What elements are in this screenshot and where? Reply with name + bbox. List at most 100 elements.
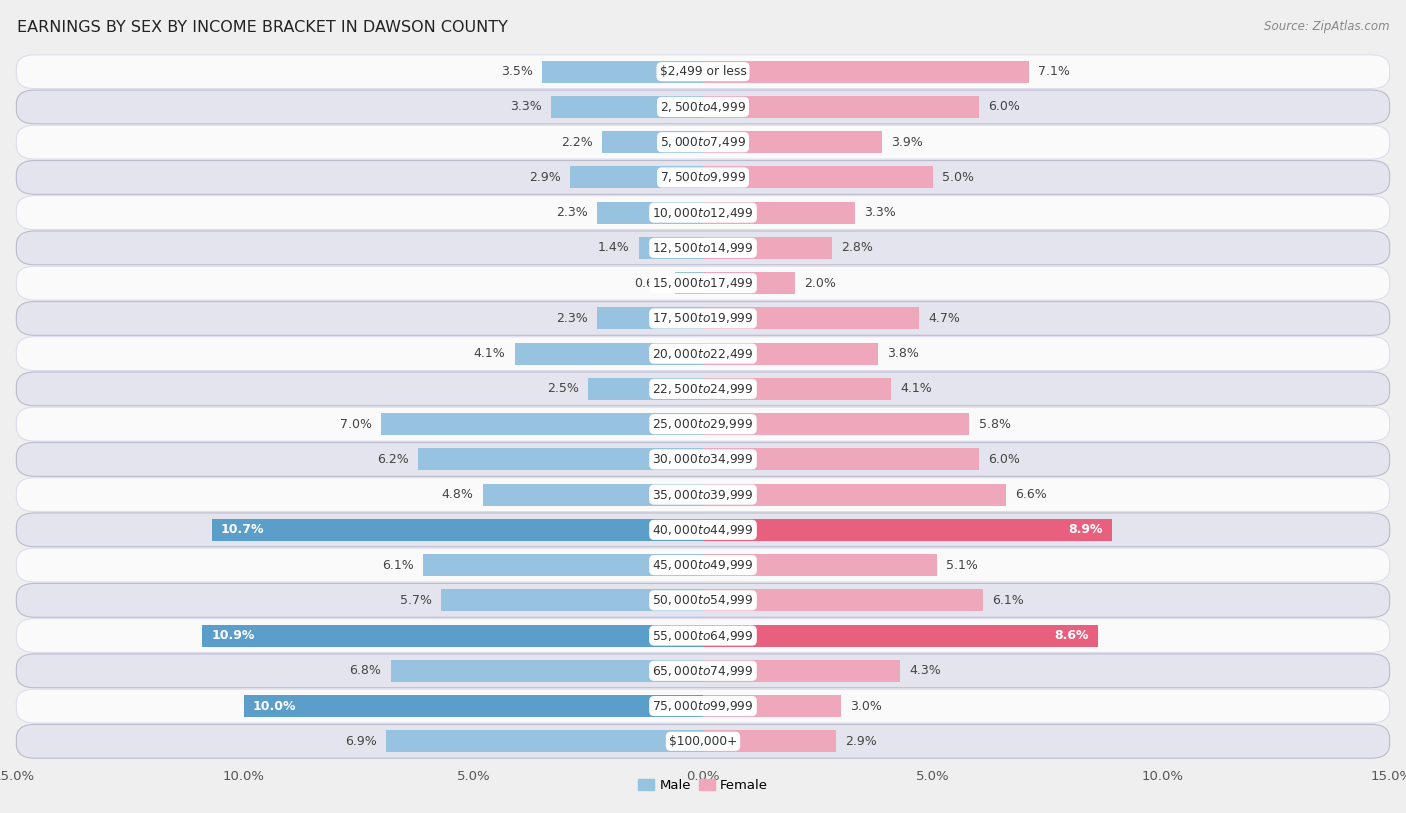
Text: $45,000 to $49,999: $45,000 to $49,999 [652,558,754,572]
Text: 0.6%: 0.6% [634,276,666,289]
Bar [703,167,932,189]
Bar [703,730,837,752]
Bar [598,307,703,329]
Bar [703,272,794,294]
Bar [543,61,703,83]
Bar [423,554,703,576]
FancyBboxPatch shape [17,407,1389,441]
Text: 7.1%: 7.1% [1038,65,1070,78]
Text: 2.9%: 2.9% [845,735,877,748]
Text: $12,500 to $14,999: $12,500 to $14,999 [652,241,754,255]
FancyBboxPatch shape [17,619,1389,653]
Text: 4.1%: 4.1% [474,347,506,360]
Bar [703,202,855,224]
Bar [703,484,1007,506]
Text: 3.9%: 3.9% [891,136,924,149]
FancyBboxPatch shape [17,337,1389,371]
Bar [703,589,983,611]
Text: 3.3%: 3.3% [863,207,896,220]
FancyBboxPatch shape [17,654,1389,688]
Bar [703,554,938,576]
Text: $22,500 to $24,999: $22,500 to $24,999 [652,382,754,396]
Text: $10,000 to $12,499: $10,000 to $12,499 [652,206,754,220]
Bar [703,237,831,259]
Text: 3.8%: 3.8% [887,347,918,360]
Bar [703,307,920,329]
Bar [703,131,882,153]
Text: 6.1%: 6.1% [993,593,1024,606]
FancyBboxPatch shape [17,689,1389,723]
Bar [515,343,703,364]
FancyBboxPatch shape [17,302,1389,335]
Text: $20,000 to $22,499: $20,000 to $22,499 [652,346,754,361]
Bar [703,343,877,364]
Text: $55,000 to $64,999: $55,000 to $64,999 [652,628,754,642]
Bar [703,413,969,435]
Bar [638,237,703,259]
Text: 3.5%: 3.5% [501,65,533,78]
Text: $50,000 to $54,999: $50,000 to $54,999 [652,593,754,607]
Bar [211,519,703,541]
Bar [381,413,703,435]
Bar [569,167,703,189]
FancyBboxPatch shape [17,90,1389,124]
Bar [703,96,979,118]
Text: 6.9%: 6.9% [344,735,377,748]
Bar [703,378,891,400]
Text: $5,000 to $7,499: $5,000 to $7,499 [659,135,747,149]
Text: 5.8%: 5.8% [979,418,1011,431]
Text: 4.7%: 4.7% [928,312,960,325]
Text: $15,000 to $17,499: $15,000 to $17,499 [652,276,754,290]
Bar [482,484,703,506]
FancyBboxPatch shape [17,584,1389,617]
Text: 7.0%: 7.0% [340,418,373,431]
Text: Source: ZipAtlas.com: Source: ZipAtlas.com [1264,20,1389,33]
Text: $65,000 to $74,999: $65,000 to $74,999 [652,664,754,678]
Text: 10.9%: 10.9% [211,629,254,642]
Bar [418,449,703,470]
Text: $25,000 to $29,999: $25,000 to $29,999 [652,417,754,431]
FancyBboxPatch shape [17,266,1389,300]
Text: 2.3%: 2.3% [557,312,588,325]
Bar [703,624,1098,646]
FancyBboxPatch shape [17,125,1389,159]
FancyBboxPatch shape [17,160,1389,194]
Text: $40,000 to $44,999: $40,000 to $44,999 [652,523,754,537]
Text: 2.9%: 2.9% [529,171,561,184]
FancyBboxPatch shape [17,196,1389,229]
Text: 6.6%: 6.6% [1015,488,1047,501]
FancyBboxPatch shape [17,478,1389,511]
Text: 2.2%: 2.2% [561,136,593,149]
Text: 2.0%: 2.0% [804,276,837,289]
FancyBboxPatch shape [17,724,1389,759]
Text: 4.1%: 4.1% [900,382,932,395]
Text: $2,500 to $4,999: $2,500 to $4,999 [659,100,747,114]
Text: 2.3%: 2.3% [557,207,588,220]
Text: $100,000+: $100,000+ [669,735,737,748]
FancyBboxPatch shape [17,54,1389,89]
Text: 6.1%: 6.1% [382,559,413,572]
Bar [387,730,703,752]
Text: 1.4%: 1.4% [598,241,630,254]
Text: $17,500 to $19,999: $17,500 to $19,999 [652,311,754,325]
Text: 3.3%: 3.3% [510,101,543,114]
Bar [703,449,979,470]
Text: 2.5%: 2.5% [547,382,579,395]
Legend: Male, Female: Male, Female [633,773,773,797]
Text: 6.8%: 6.8% [350,664,381,677]
Bar [703,695,841,717]
Text: $7,500 to $9,999: $7,500 to $9,999 [659,171,747,185]
Text: $2,499 or less: $2,499 or less [659,65,747,78]
FancyBboxPatch shape [17,442,1389,476]
Bar [703,61,1029,83]
Text: 8.9%: 8.9% [1069,524,1102,537]
Bar [703,660,900,682]
Text: $75,000 to $99,999: $75,000 to $99,999 [652,699,754,713]
Bar [602,131,703,153]
Text: 8.6%: 8.6% [1054,629,1088,642]
Bar [551,96,703,118]
Bar [675,272,703,294]
Bar [202,624,703,646]
Text: 10.7%: 10.7% [221,524,264,537]
FancyBboxPatch shape [17,513,1389,547]
